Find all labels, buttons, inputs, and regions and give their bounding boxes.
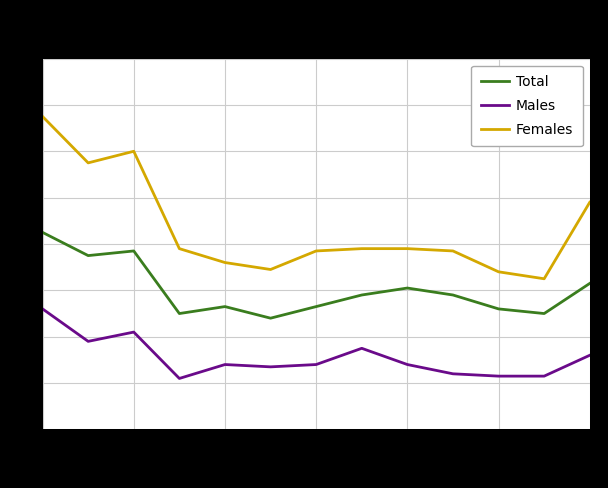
Total (85, 253, 92, 259)
Males (586, 352, 593, 358)
Line: Females: Females (43, 117, 590, 279)
Females (449, 248, 457, 254)
Total (449, 292, 457, 298)
Females (358, 245, 365, 251)
Females (85, 160, 92, 166)
Total (221, 304, 229, 309)
Total (313, 304, 320, 309)
Males (541, 373, 548, 379)
Total (130, 248, 137, 254)
Total (541, 311, 548, 317)
Total (176, 311, 183, 317)
Females (221, 260, 229, 265)
Males (221, 362, 229, 367)
Males (85, 339, 92, 345)
Females (176, 245, 183, 251)
Females (495, 269, 502, 275)
Females (404, 245, 411, 251)
Males (39, 306, 46, 312)
Total (39, 229, 46, 235)
Females (39, 114, 46, 120)
Total (495, 306, 502, 312)
Total (267, 315, 274, 321)
Males (176, 376, 183, 382)
Males (313, 362, 320, 367)
Males (267, 364, 274, 370)
Females (267, 266, 274, 272)
Males (358, 346, 365, 351)
Line: Males: Males (43, 309, 590, 379)
Males (449, 371, 457, 377)
Males (404, 362, 411, 367)
Females (586, 199, 593, 205)
Legend: Total, Males, Females: Total, Males, Females (471, 65, 583, 146)
Total (586, 281, 593, 286)
Males (130, 329, 137, 335)
Females (313, 248, 320, 254)
Females (130, 148, 137, 154)
Males (495, 373, 502, 379)
Females (541, 276, 548, 282)
Total (404, 285, 411, 291)
Line: Total: Total (43, 232, 590, 318)
Total (358, 292, 365, 298)
